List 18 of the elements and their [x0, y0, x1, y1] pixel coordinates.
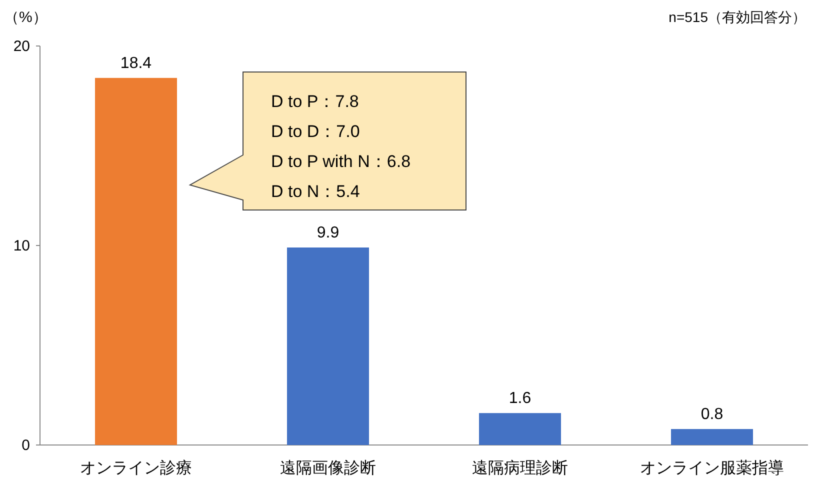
text: n=515（有効回答分） [668, 9, 806, 25]
bar [671, 429, 753, 445]
data-label: 1.6 [508, 390, 532, 408]
bar [95, 78, 177, 445]
x-tick-label: オンライン服薬指導 [640, 459, 784, 477]
x-tick-label: 遠隔病理診断 [472, 459, 568, 477]
annotation: D to P：7.8 D to D：7.0 D to P with N：6.8 D to N：5.4 [271, 92, 411, 201]
bar [287, 247, 369, 445]
bar [479, 413, 561, 445]
data-label: 0.8 [700, 406, 724, 424]
y-tick-label: 0 [22, 437, 30, 454]
x-tick-label: オンライン診療 [80, 459, 192, 477]
y-axis-title: （%） [4, 9, 48, 26]
data-label: 18.4 [120, 54, 152, 72]
y-tick-label: 10 [13, 238, 30, 254]
x-tick-label: 遠隔画像診断 [280, 459, 376, 477]
y-tick-label: 20 [13, 38, 30, 55]
data-label: 9.9 [316, 224, 340, 242]
